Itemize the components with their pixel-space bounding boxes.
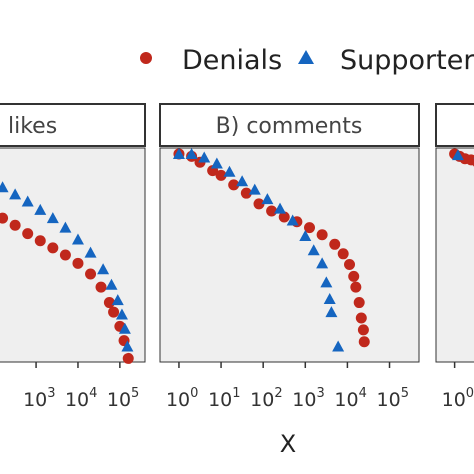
panel-1-denials-point-6 — [240, 187, 252, 199]
panel-2-x-tick-label-0: 100 — [442, 386, 474, 411]
panel-0-supporters-point-7 — [71, 233, 84, 245]
panel-1-denials-point-19 — [355, 312, 367, 324]
panel-1-denials-point-7 — [253, 198, 265, 210]
panel-1-x-tick-label-2: 102 — [250, 386, 282, 411]
panel-1-x-tick-label-0: 100 — [166, 386, 198, 411]
legend-denials-marker — [140, 52, 152, 64]
panel-0-supporters-point-2 — [9, 188, 22, 200]
panel-1-x-tick-label-3: 103 — [292, 386, 324, 411]
panel-likes: likes 103 104 105 — [0, 103, 146, 411]
panel-0-denials-point-4 — [34, 235, 46, 247]
panel-0-denials-point-9 — [95, 281, 107, 293]
panel-1-denials-point-20 — [357, 324, 369, 336]
panel-0-supporters-point-5 — [46, 212, 59, 224]
panel-1-denials-point-5 — [228, 179, 240, 191]
panel-1-denials-point-16 — [348, 270, 360, 282]
panel-comments-title: B) comments — [216, 114, 363, 139]
panel-2-supporters-point-0 — [451, 149, 464, 161]
panel-likes-points — [0, 181, 134, 364]
legend-supporters-marker — [298, 50, 314, 64]
panel-0-denials-point-7 — [72, 257, 84, 269]
panel-2-denials-point-4 — [471, 157, 474, 167]
panel-1-supporters-point-10 — [299, 229, 312, 241]
panel-1-supporters-point-16 — [332, 340, 345, 352]
panel-1-x-tick-label-4: 104 — [334, 386, 366, 411]
panel-0-denials-point-5 — [47, 242, 59, 254]
panel-1-denials-point-4 — [215, 169, 227, 181]
x-axis-title: X — [280, 430, 296, 458]
panel-1-denials-point-13 — [329, 238, 341, 250]
panel-1-denials-point-15 — [344, 259, 356, 271]
panel-third-points — [449, 148, 474, 167]
panel-1-supporters-point-1 — [185, 147, 198, 159]
panel-1-supporters-point-2 — [198, 151, 211, 163]
panel-1-supporters-point-15 — [325, 306, 338, 318]
panel-1-supporters-point-14 — [323, 292, 336, 304]
panel-comments-plot-area — [159, 147, 420, 363]
panel-0-supporters-point-8 — [84, 246, 97, 258]
panel-1-denials-point-8 — [266, 205, 278, 217]
panel-0-supporters-point-14 — [121, 340, 134, 352]
panel-1-supporters-point-8 — [274, 202, 287, 214]
panel-0-supporters-point-9 — [97, 263, 110, 275]
panel-likes-strip — [0, 103, 146, 147]
panel-0-x-tick-label-1: 104 — [65, 386, 97, 411]
panel-1-denials-point-17 — [350, 281, 362, 293]
panel-third-strip — [435, 103, 474, 147]
panel-1-denials-point-9 — [278, 211, 290, 223]
panel-1-denials-point-11 — [304, 222, 316, 234]
legend-denials-label: Denials — [182, 45, 282, 76]
panel-comments-points — [172, 147, 370, 352]
panel-0-denials-point-11 — [108, 306, 120, 318]
panel-1-supporters-point-9 — [286, 214, 299, 226]
panel-1-x-tick-label-1: 101 — [208, 386, 240, 411]
panel-1-supporters-point-13 — [320, 276, 333, 288]
panel-0-x-tick-label-2: 105 — [107, 386, 139, 411]
panel-1-denials-point-14 — [337, 248, 349, 260]
panel-likes-title: likes — [8, 114, 57, 139]
panel-1-denials-point-21 — [358, 336, 370, 348]
panel-0-denials-point-6 — [59, 249, 71, 261]
panel-0-supporters-point-4 — [34, 203, 47, 215]
panel-0-supporters-point-6 — [59, 221, 72, 233]
panel-1-supporters-point-3 — [210, 157, 223, 169]
panel-0-supporters-point-12 — [115, 308, 128, 320]
panel-0-supporters-point-11 — [111, 294, 124, 306]
panel-0-denials-point-14 — [122, 352, 134, 364]
panel-0-denials-point-3 — [22, 228, 34, 240]
panel-1-supporters-point-7 — [261, 193, 274, 205]
panel-0-supporters-point-10 — [105, 278, 118, 290]
panel-1-supporters-point-6 — [248, 183, 261, 195]
panel-0-supporters-point-1 — [0, 181, 9, 193]
panel-1-supporters-point-4 — [223, 165, 236, 177]
panel-third: 100 — [435, 103, 474, 411]
panel-likes-x-axis: 103 104 105 — [23, 362, 139, 411]
panel-1-supporters-point-5 — [236, 175, 249, 187]
panel-1-denials-point-12 — [316, 229, 328, 241]
panel-0-supporters-point-13 — [118, 322, 131, 334]
legend-supporters-label: Supporters — [340, 45, 474, 76]
panel-1-supporters-point-12 — [316, 257, 329, 269]
panel-third-plot-area — [435, 147, 474, 363]
panel-0-supporters-point-3 — [21, 195, 34, 207]
panel-1-supporters-point-11 — [307, 244, 320, 256]
panel-0-denials-point-10 — [103, 297, 115, 309]
panel-0-denials-point-8 — [85, 268, 97, 280]
panel-comments: B) comments 100 101 102 103 104 105 — [159, 103, 420, 411]
panel-comments-strip — [159, 103, 420, 147]
panel-1-supporters-point-0 — [172, 147, 185, 159]
legend: Denials Supporters — [140, 45, 474, 76]
panel-0-denials-point-1 — [0, 212, 9, 224]
panel-1-x-tick-label-5: 105 — [377, 386, 409, 411]
panel-third-x-axis: 100 — [442, 362, 474, 411]
panel-comments-x-axis: 100 101 102 103 104 105 — [166, 362, 409, 411]
panel-0-denials-point-2 — [9, 219, 21, 231]
panel-1-denials-point-18 — [353, 297, 365, 309]
panel-0-x-tick-label-0: 103 — [23, 386, 55, 411]
